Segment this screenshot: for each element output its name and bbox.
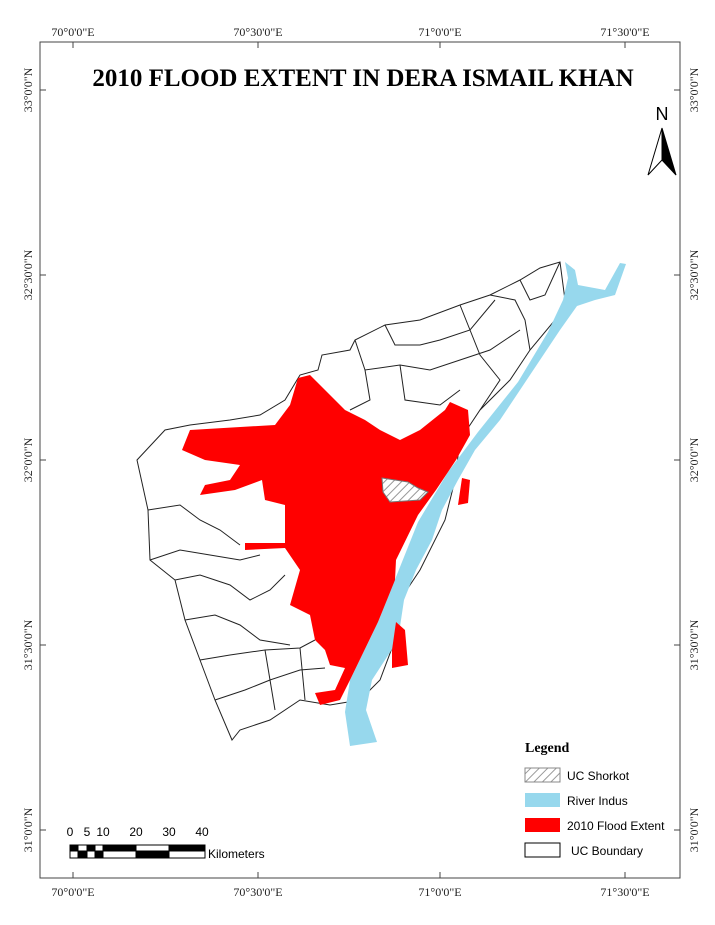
north-arrow	[647, 127, 677, 176]
latitude-label: 33°0'0"N	[687, 67, 701, 112]
legend-title: Legend	[525, 741, 570, 756]
latitude-label: 31°30'0"N	[21, 619, 35, 670]
scale-tick-label: 20	[129, 825, 143, 839]
legend-swatch	[524, 842, 561, 858]
latitude-label: 31°0'0"N	[21, 807, 35, 852]
uc-shorkot	[381, 477, 429, 503]
latitude-label: 32°0'0"N	[687, 437, 701, 482]
map-title: 2010 FLOOD EXTENT IN DERA ISMAIL KHAN	[92, 65, 633, 92]
longitude-label: 71°0'0"E	[418, 25, 461, 39]
legend-swatch	[525, 793, 560, 807]
scale-tick-label: 30	[162, 825, 176, 839]
longitude-label: 70°0'0"E	[51, 25, 94, 39]
longitude-label: 71°0'0"E	[418, 885, 461, 899]
latitude-label: 33°0'0"N	[21, 67, 35, 112]
latitude-label: 32°30'0"N	[21, 249, 35, 300]
scale-tick-label: 10	[96, 825, 110, 839]
scale-bar	[69, 844, 206, 859]
flood-extent	[182, 375, 470, 705]
longitude-label: 71°30'0"E	[600, 885, 649, 899]
legend-swatch	[524, 767, 561, 783]
longitude-label: 70°0'0"E	[51, 885, 94, 899]
uc-boundaries	[147, 261, 561, 711]
scale-tick-label: 40	[195, 825, 209, 839]
latitude-label: 32°30'0"N	[687, 249, 701, 300]
legend-swatch	[525, 818, 560, 832]
graticule-ticks	[40, 42, 680, 878]
longitude-label: 70°30'0"E	[233, 25, 282, 39]
north-label: N	[656, 104, 669, 124]
latitude-label: 32°0'0"N	[21, 437, 35, 482]
scale-unit: Kilometers	[208, 847, 265, 861]
legend-label: 2010 Flood Extent	[567, 819, 665, 833]
latitude-label: 31°30'0"N	[687, 619, 701, 670]
longitude-label: 70°30'0"E	[233, 885, 282, 899]
longitude-label: 71°30'0"E	[600, 25, 649, 39]
latitude-label: 31°0'0"N	[687, 807, 701, 852]
legend-label: UC Boundary	[571, 844, 643, 858]
legend-label: UC Shorkot	[567, 769, 630, 783]
scale-tick-label: 5	[84, 825, 91, 839]
legend-label: River Indus	[567, 794, 628, 808]
scale-tick-label: 0	[67, 825, 74, 839]
